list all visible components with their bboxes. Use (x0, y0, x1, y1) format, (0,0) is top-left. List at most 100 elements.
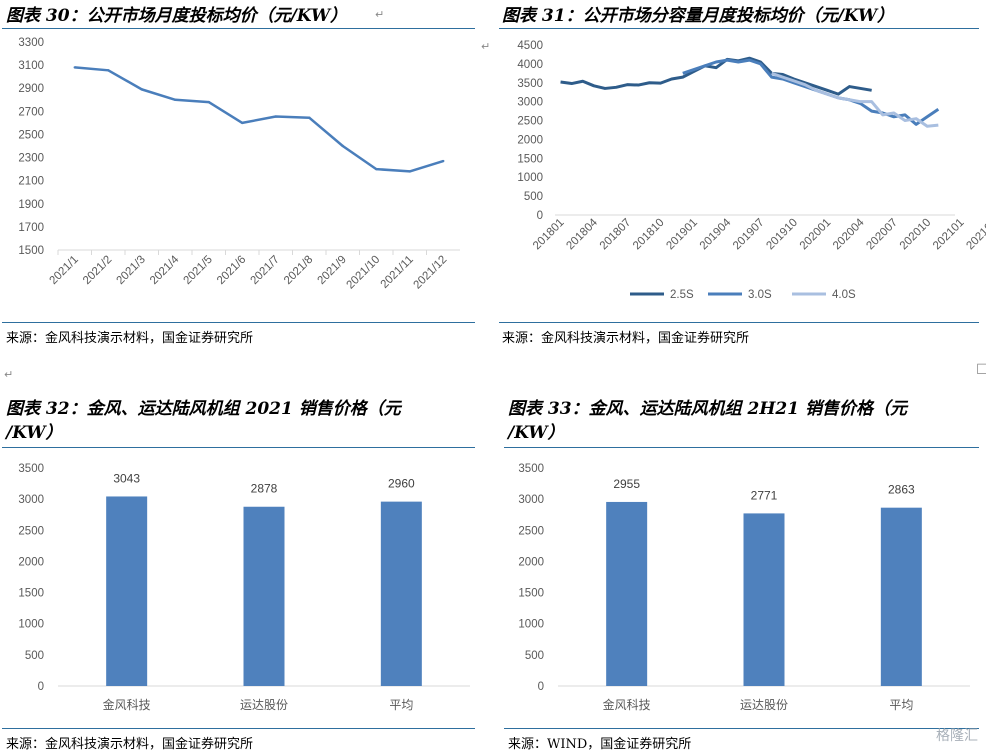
data-point (442, 159, 445, 163)
data-label: 2960 (388, 477, 415, 491)
x-tick-label: 201910 (764, 217, 800, 253)
x-tick-label: 2021/9 (316, 254, 349, 287)
y-tick-label: 1700 (18, 222, 44, 234)
y-tick-label: 3100 (18, 60, 44, 72)
data-point (73, 66, 76, 69)
figure-32-title: 图表 32：金风、运达陆风机组 2021 销售价格（元 (6, 399, 401, 419)
y-tick-label: 2500 (18, 525, 44, 537)
legend-label-2.5S: 2.5S (670, 289, 694, 301)
y-tick-label: 3300 (18, 37, 44, 49)
x-tick-label: 2021/2 (81, 254, 114, 287)
x-tick-label: 2021/8 (282, 254, 315, 287)
x-tick-label: 202010 (898, 217, 934, 253)
y-tick-label: 4000 (517, 59, 543, 71)
bar (743, 513, 785, 686)
bar (106, 496, 148, 686)
x-category-label: 平均 (889, 698, 913, 712)
return-mark: ↵ (375, 8, 385, 21)
return-mark: ↵ (4, 368, 14, 381)
x-tick-label: 2021/5 (182, 254, 215, 287)
anchor-box-icon: ☐ (976, 362, 986, 378)
figure-33-title-line2: /KW） (508, 423, 565, 443)
x-tick-label: 202007 (864, 217, 900, 253)
series-line-2.5S (560, 56, 872, 96)
x-category-label: 运达股份 (240, 698, 288, 712)
x-category-label: 金风科技 (603, 697, 651, 712)
series-line (74, 66, 444, 173)
x-tick-label: 201807 (598, 217, 634, 253)
legend-label-3.0S: 3.0S (748, 289, 772, 301)
watermark-logo: 格隆汇 (936, 728, 978, 744)
figure-32-bar-chart: 0 500 1000 1500 2000 2500 3000 3500 3043 金风科技 2878… (18, 463, 470, 712)
y-tick-label: 1500 (18, 588, 44, 600)
bar (606, 501, 648, 686)
x-tick-label: 202001 (798, 217, 834, 253)
y-tick-label: 0 (38, 681, 44, 693)
x-tick-label: 201907 (731, 217, 767, 253)
y-tick-label: 2500 (18, 129, 44, 141)
data-point (207, 100, 210, 104)
x-category-label: 金风科技 (103, 697, 151, 712)
series-line-4.0S (771, 71, 939, 128)
x-tick-label: 201804 (564, 216, 600, 252)
figure-33-title: 图表 33：金风、运达陆风机组 2H21 销售价格（元 (508, 399, 907, 419)
bar (380, 501, 422, 686)
data-point (107, 69, 110, 72)
y-tick-label: 3000 (18, 494, 44, 506)
figure-32-title-line2: /KW） (6, 423, 63, 443)
figure-33-top-rule (504, 447, 979, 448)
y-tick-label: 1000 (18, 619, 44, 631)
figure-31-title: 图表 31：公开市场分容量月度投标均价（元/KW） (502, 6, 895, 26)
x-tick-label: 2021/11 (379, 254, 416, 291)
figure-31-multi-line-chart: 0 500 1000 1500 2000 2500 3000 3500 4000 4500 2018… (517, 40, 986, 301)
x-tick-label: 201901 (664, 217, 700, 253)
y-tick-label: 0 (538, 681, 544, 693)
y-tick-label: 2300 (18, 153, 44, 165)
x-tick-label: 2021/10 (344, 254, 382, 292)
x-tick-label: 202004 (831, 216, 867, 252)
y-tick-label: 0 (537, 210, 543, 222)
y-tick-label: 1500 (517, 153, 543, 165)
figure-31-bottom-rule (499, 322, 979, 323)
data-point (274, 115, 277, 118)
figure-30-title: 图表 30：公开市场月度投标均价（元/KW） (6, 6, 348, 26)
data-point (375, 167, 378, 171)
y-tick-label: 2000 (518, 556, 544, 568)
x-tick-label: 2021/7 (249, 254, 282, 287)
figure-32-bottom-rule (2, 728, 475, 729)
data-point (341, 144, 344, 148)
y-tick-label: 1500 (18, 245, 44, 257)
y-tick-label: 2000 (18, 556, 44, 568)
data-label: 3043 (113, 471, 140, 485)
data-point (408, 170, 411, 173)
figure-31-top-rule (499, 28, 979, 29)
x-tick-label: 2021/4 (148, 253, 182, 287)
x-tick-label: 2021/3 (115, 254, 148, 287)
y-tick-label: 3500 (518, 463, 544, 475)
series-line-3.0S (682, 58, 940, 126)
x-tick-label: 201810 (631, 217, 667, 253)
x-category-label: 平均 (389, 698, 413, 712)
y-tick-label: 500 (25, 650, 44, 662)
x-tick-label: 202101 (931, 217, 967, 253)
figure-30-line-chart: 1500 1700 1900 2100 2300 2500 2700 2900 3100 3300… (18, 37, 460, 292)
y-tick-label: 4500 (517, 40, 543, 52)
bar (880, 507, 922, 686)
figure-32-top-rule (2, 447, 475, 448)
figure-33-bar-chart: 0 500 1000 1500 2000 2500 3000 3500 2955 金风科技 2771… (518, 463, 970, 712)
y-tick-label: 1000 (517, 172, 543, 184)
x-tick-label: 2021/6 (215, 254, 248, 287)
y-tick-label: 2100 (18, 176, 44, 188)
y-tick-label: 1500 (518, 588, 544, 600)
y-tick-label: 1000 (518, 619, 544, 631)
figure-33-source: 来源：WIND，国金证券研究所 (508, 737, 692, 752)
x-tick-label: 201904 (698, 216, 734, 252)
figure-31-source: 来源：金风科技演示材料，国金证券研究所 (502, 331, 750, 346)
y-tick-label: 2500 (518, 525, 544, 537)
y-tick-label: 3500 (517, 78, 543, 90)
figure-32-source: 来源：金风科技演示材料，国金证券研究所 (6, 737, 254, 752)
data-point (174, 98, 177, 101)
data-label: 2863 (888, 483, 915, 497)
figure-30-bottom-rule (2, 322, 475, 323)
figure-30-top-rule (2, 28, 475, 29)
